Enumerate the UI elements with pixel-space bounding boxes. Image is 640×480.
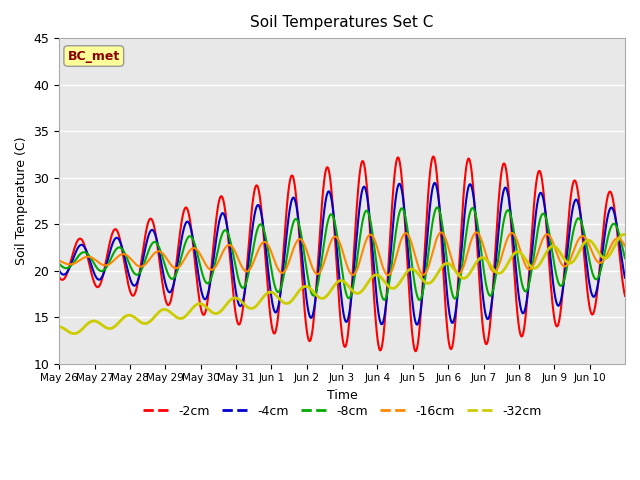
- -32cm: [621, 232, 629, 238]
- -2cm: [144, 221, 152, 227]
- Line: -16cm: -16cm: [59, 232, 625, 275]
- -8cm: [328, 211, 335, 217]
- Line: -32cm: -32cm: [59, 235, 625, 334]
- -16cm: [317, 268, 324, 274]
- -32cm: [144, 320, 152, 325]
- -2cm: [55, 274, 63, 280]
- -2cm: [621, 293, 629, 299]
- Line: -4cm: -4cm: [59, 183, 625, 324]
- -32cm: [55, 324, 63, 330]
- -32cm: [620, 232, 628, 238]
- -8cm: [416, 297, 424, 303]
- -16cm: [144, 259, 152, 264]
- -2cm: [614, 240, 622, 246]
- -4cm: [328, 195, 335, 201]
- Title: Soil Temperatures Set C: Soil Temperatures Set C: [250, 15, 434, 30]
- -2cm: [429, 154, 437, 159]
- -2cm: [317, 221, 324, 227]
- -4cm: [431, 180, 438, 186]
- -32cm: [70, 331, 78, 336]
- -8cm: [476, 240, 484, 245]
- -16cm: [472, 229, 480, 235]
- -8cm: [317, 265, 324, 271]
- -32cm: [559, 254, 566, 260]
- -32cm: [317, 295, 324, 301]
- -8cm: [614, 228, 622, 234]
- -4cm: [614, 232, 622, 238]
- -8cm: [433, 204, 441, 210]
- -32cm: [476, 256, 484, 262]
- -32cm: [328, 287, 335, 292]
- -16cm: [614, 235, 622, 241]
- -8cm: [559, 280, 567, 286]
- X-axis label: Time: Time: [326, 389, 358, 402]
- -2cm: [476, 291, 484, 297]
- -4cm: [317, 245, 324, 251]
- -2cm: [412, 348, 419, 354]
- -8cm: [621, 255, 629, 261]
- Legend: -2cm, -4cm, -8cm, -16cm, -32cm: -2cm, -4cm, -8cm, -16cm, -32cm: [138, 400, 547, 422]
- -8cm: [55, 261, 63, 266]
- Y-axis label: Soil Temperature (C): Soil Temperature (C): [15, 137, 28, 265]
- -4cm: [144, 236, 152, 241]
- -4cm: [55, 268, 63, 274]
- -4cm: [413, 322, 421, 327]
- -32cm: [614, 237, 622, 242]
- -8cm: [144, 251, 152, 256]
- -16cm: [328, 238, 335, 244]
- Text: BC_met: BC_met: [68, 49, 120, 62]
- -2cm: [328, 185, 335, 191]
- -16cm: [384, 272, 392, 278]
- -16cm: [476, 234, 484, 240]
- Line: -8cm: -8cm: [59, 207, 625, 300]
- Line: -2cm: -2cm: [59, 156, 625, 351]
- -2cm: [559, 284, 567, 289]
- -16cm: [55, 258, 63, 264]
- -4cm: [621, 275, 629, 281]
- -16cm: [621, 243, 629, 249]
- -16cm: [559, 263, 567, 269]
- -4cm: [559, 285, 567, 291]
- -4cm: [476, 264, 484, 270]
